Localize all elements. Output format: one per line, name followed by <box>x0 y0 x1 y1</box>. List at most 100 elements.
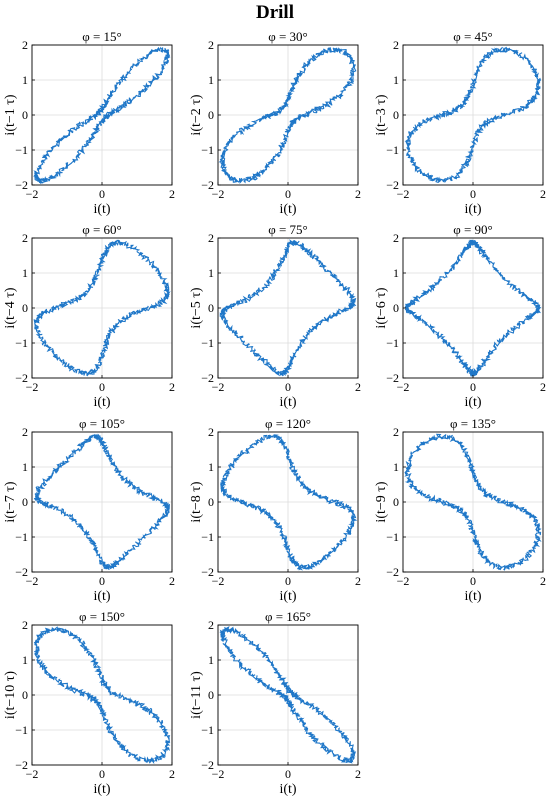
y-tick-label: 2 <box>208 231 214 245</box>
x-tick-label: 2 <box>540 380 546 394</box>
y-tick-label: −2 <box>201 565 214 579</box>
y-tick-label: 1 <box>208 73 214 87</box>
y-axis-label: i(t−10 τ) <box>3 671 18 719</box>
y-tick-label: 2 <box>393 38 399 52</box>
x-tick-label: −2 <box>212 767 225 781</box>
y-tick-label: 2 <box>22 231 28 245</box>
panel-title: φ = 75° <box>268 222 308 237</box>
y-tick-label: 1 <box>22 266 28 280</box>
y-tick-label: 0 <box>393 108 399 122</box>
x-tick-label: −2 <box>26 574 39 588</box>
series-line <box>404 433 542 571</box>
y-tick-label: −1 <box>15 336 28 350</box>
series-line <box>33 433 170 570</box>
y-axis-label: i(t−2 τ) <box>189 94 204 135</box>
y-tick-label: 1 <box>393 266 399 280</box>
y-tick-label: −1 <box>15 530 28 544</box>
x-axis-label: i(t) <box>93 202 110 217</box>
y-tick-label: −2 <box>15 565 28 579</box>
x-tick-label: −2 <box>26 380 39 394</box>
series-line <box>219 626 357 764</box>
y-tick-label: 0 <box>208 688 214 702</box>
x-axis-label: i(t) <box>464 395 481 410</box>
panel-title: φ = 45° <box>453 29 493 44</box>
subplot-2: −2 0 2 −2 −1 0 1 2 φ = 30° i(t) i(t−2 τ) <box>189 29 361 217</box>
y-tick-label: 1 <box>208 266 214 280</box>
x-tick-label: −2 <box>397 380 410 394</box>
subplot-7: −2 0 2 −2 −1 0 1 2 φ = 105° i(t) i(t−7 τ) <box>3 416 175 604</box>
subplot-9: −2 0 2 −2 −1 0 1 2 φ = 135° i(t) i(t−9 τ) <box>374 416 546 604</box>
y-tick-label: −2 <box>386 371 399 385</box>
x-tick-label: 0 <box>99 574 105 588</box>
y-tick-label: 0 <box>393 301 399 315</box>
x-axis-label: i(t) <box>464 202 481 217</box>
y-tick-label: 2 <box>393 425 399 439</box>
x-tick-label: 0 <box>470 574 476 588</box>
subplot-6: −2 0 2 −2 −1 0 1 2 φ = 90° i(t) i(t−6 τ) <box>374 222 546 410</box>
y-tick-label: −2 <box>201 758 214 772</box>
y-tick-label: −2 <box>201 178 214 192</box>
y-tick-label: −2 <box>201 371 214 385</box>
y-axis-label: i(t−8 τ) <box>189 481 204 522</box>
panel-title: φ = 60° <box>82 222 122 237</box>
x-tick-label: 0 <box>285 574 291 588</box>
y-tick-label: 2 <box>208 618 214 632</box>
y-tick-label: −2 <box>386 565 399 579</box>
y-tick-label: 0 <box>393 495 399 509</box>
figure-title: Drill <box>256 2 294 23</box>
x-tick-label: 0 <box>470 187 476 201</box>
x-tick-label: −2 <box>212 380 225 394</box>
x-axis-label: i(t) <box>93 782 110 797</box>
y-tick-label: −1 <box>15 143 28 157</box>
x-tick-label: −2 <box>212 187 225 201</box>
subplot-1: −2 0 2 −2 −1 0 1 2 φ = 15° i(t) i(t−1 τ) <box>3 29 175 217</box>
y-axis-label: i(t−9 τ) <box>374 481 389 522</box>
x-axis-label: i(t) <box>93 395 110 410</box>
y-tick-label: −1 <box>201 336 214 350</box>
x-tick-label: 2 <box>169 767 175 781</box>
y-tick-label: 0 <box>22 301 28 315</box>
y-tick-label: −1 <box>15 723 28 737</box>
y-tick-label: 2 <box>22 425 28 439</box>
y-axis-label: i(t−11 τ) <box>189 671 204 719</box>
x-tick-label: 0 <box>285 380 291 394</box>
y-tick-label: 0 <box>208 301 214 315</box>
y-tick-label: 0 <box>208 495 214 509</box>
panel-title: φ = 165° <box>265 609 311 624</box>
y-tick-label: 2 <box>393 231 399 245</box>
series-line <box>219 239 357 377</box>
x-tick-label: 0 <box>285 767 291 781</box>
panel-title: φ = 135° <box>450 416 496 431</box>
subplot-10: −2 0 2 −2 −1 0 1 2 φ = 150° i(t) i(t−10 τ) <box>3 609 175 797</box>
y-tick-label: −2 <box>15 758 28 772</box>
y-tick-label: −2 <box>15 178 28 192</box>
y-tick-label: −1 <box>201 530 214 544</box>
x-tick-label: 2 <box>355 187 361 201</box>
x-tick-label: 2 <box>355 380 361 394</box>
y-tick-label: 1 <box>22 73 28 87</box>
series-line <box>33 626 171 765</box>
y-axis-label: i(t−6 τ) <box>374 287 389 328</box>
x-axis-label: i(t) <box>279 202 296 217</box>
x-tick-label: 2 <box>169 187 175 201</box>
y-tick-label: −1 <box>201 143 214 157</box>
x-tick-label: 0 <box>470 380 476 394</box>
x-tick-label: 2 <box>169 574 175 588</box>
y-tick-label: −1 <box>386 336 399 350</box>
x-axis-label: i(t) <box>93 589 110 604</box>
x-tick-label: 2 <box>540 574 546 588</box>
y-tick-label: 1 <box>22 460 28 474</box>
y-tick-label: 2 <box>208 38 214 52</box>
panel-title: φ = 15° <box>82 29 122 44</box>
panel-title: φ = 90° <box>453 222 493 237</box>
x-axis-label: i(t) <box>279 589 296 604</box>
y-tick-label: −2 <box>386 178 399 192</box>
panel-title: φ = 105° <box>79 416 125 431</box>
series-line <box>33 46 171 185</box>
y-tick-label: 1 <box>393 73 399 87</box>
y-axis-label: i(t−3 τ) <box>374 94 389 135</box>
y-tick-label: 1 <box>393 460 399 474</box>
y-tick-label: −2 <box>15 371 28 385</box>
panel-title: φ = 150° <box>79 609 125 624</box>
